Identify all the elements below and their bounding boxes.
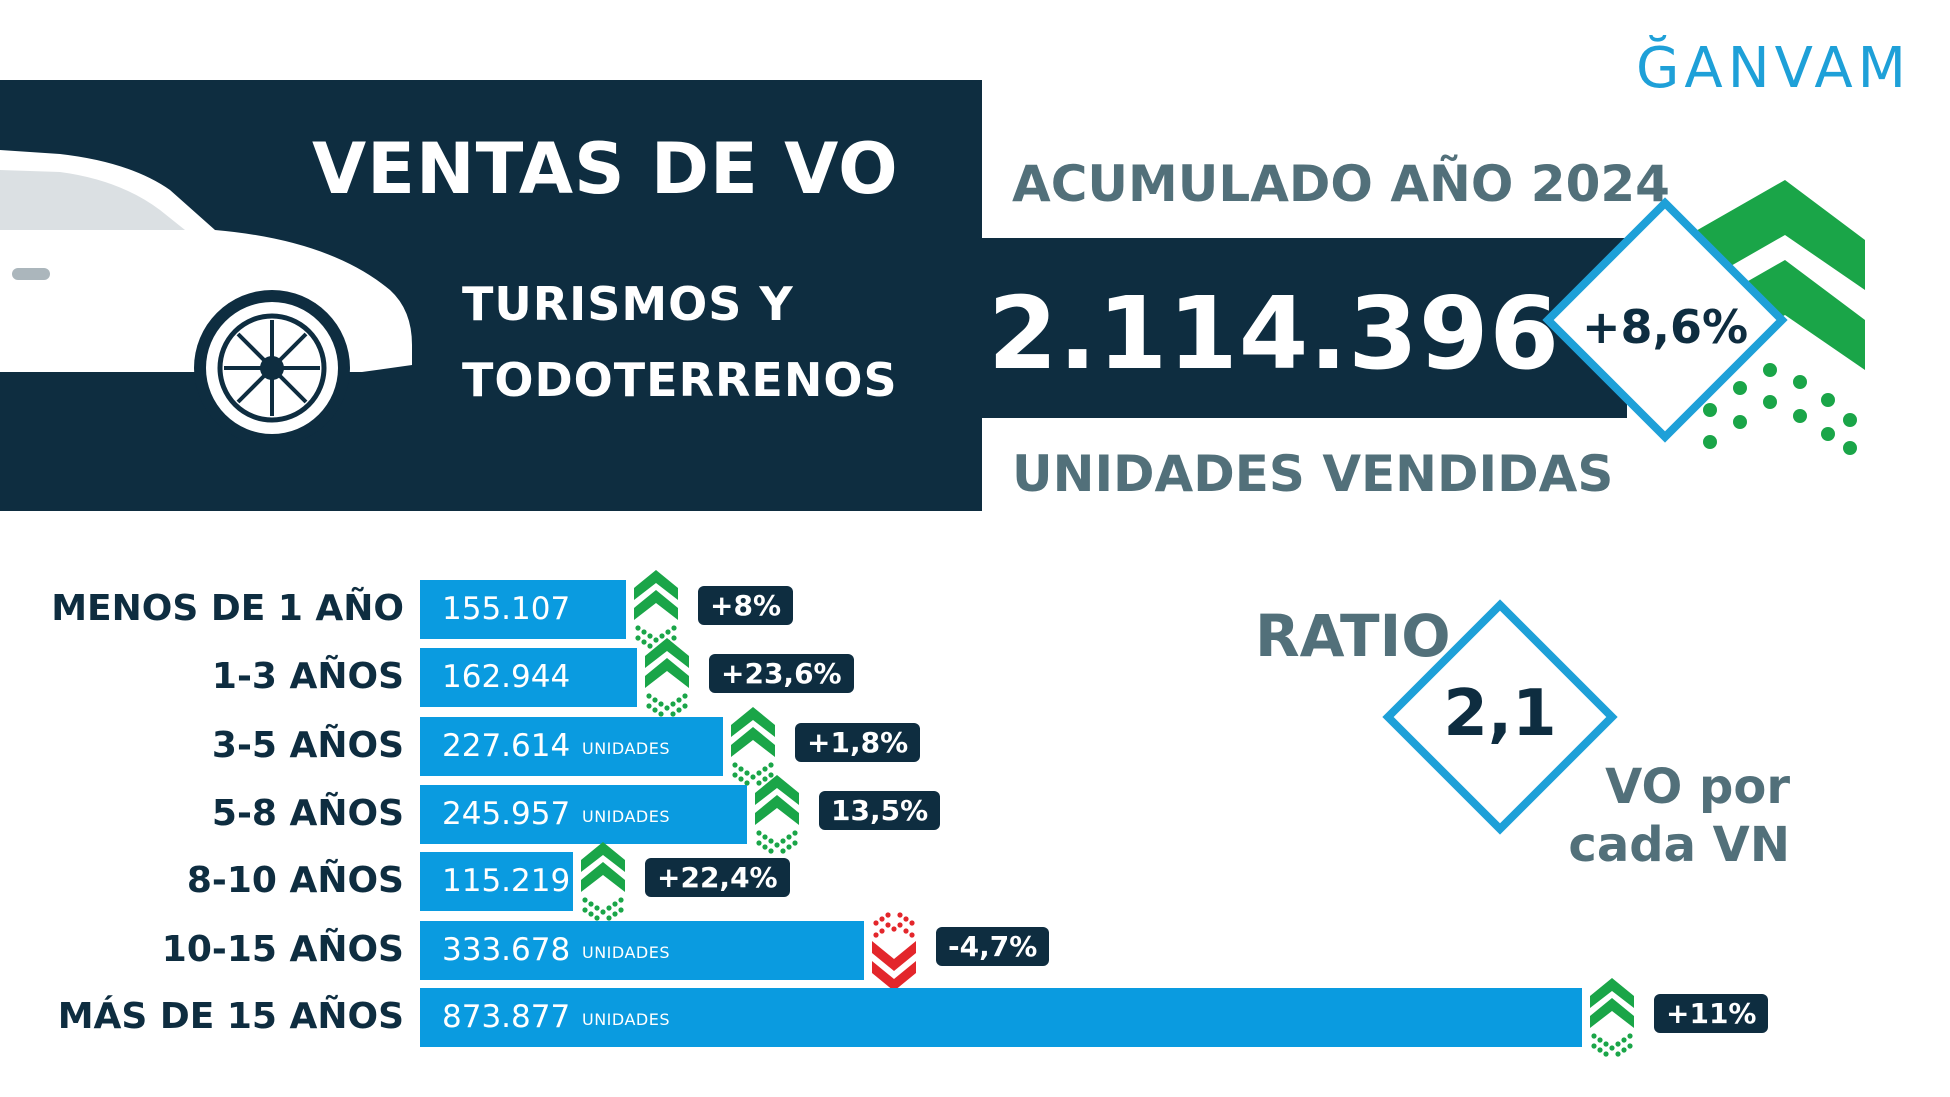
bar — [420, 785, 747, 844]
ratio-caption: VO por cada VN — [1560, 758, 1790, 874]
ganvam-logo: ĞANVAM — [1636, 36, 1911, 101]
bar-value-label: 162.944 — [442, 659, 571, 695]
ratio-diamond — [1382, 599, 1618, 835]
bar-unit-label: UNIDADES — [582, 807, 670, 826]
page-title: VENTAS DE VO — [312, 128, 899, 210]
ratio-value: 2,1 — [1443, 677, 1557, 751]
change-badge: +23,6% — [709, 654, 854, 693]
category-label: 3-5 AÑOS — [211, 725, 404, 766]
trend-up-icon — [581, 842, 625, 922]
bar-unit-label: UNIDADES — [582, 1010, 670, 1029]
trend-up-icon — [645, 638, 689, 718]
category-label: 5-8 AÑOS — [211, 793, 404, 834]
bar — [420, 852, 573, 911]
bar-value-label: 333.678 — [442, 932, 571, 968]
change-badge: +11% — [1654, 994, 1769, 1033]
trend-up-icon — [731, 707, 775, 787]
trend-up-icon — [755, 775, 799, 855]
total-sales-value: 2.114.396 — [988, 275, 1561, 392]
change-badge: 13,5% — [819, 791, 941, 830]
bar-unit-label: UNIDADES — [582, 739, 670, 758]
bar — [420, 580, 626, 639]
period-label: ACUMULADO AÑO 2024 — [1012, 155, 1670, 213]
trend-down-icon — [872, 911, 916, 991]
total-growth-diamond — [1542, 197, 1788, 443]
segment-line-1: TURISMOS Y — [462, 277, 794, 331]
change-badge: -4,7% — [936, 927, 1050, 966]
ratio-label: RATIO — [1255, 602, 1451, 670]
bar — [420, 988, 1582, 1047]
category-label: MÁS DE 15 AÑOS — [57, 996, 404, 1037]
bar-value-label: 227.614 — [442, 728, 571, 764]
bar-value-label: 873.877 — [442, 999, 571, 1035]
bar-value-label: 155.107 — [442, 591, 571, 627]
bar — [420, 921, 864, 980]
category-label: 8-10 AÑOS — [186, 860, 404, 901]
vehicle-segment: TURISMOS Y TODOTERRENOS — [462, 266, 898, 418]
bar-unit-label: UNIDADES — [582, 943, 670, 962]
header-total-band — [982, 238, 1627, 418]
ratio-caption-line-2: cada VN — [1568, 817, 1790, 873]
bar — [420, 648, 637, 707]
car-icon — [0, 150, 412, 440]
bar — [420, 717, 723, 776]
category-label: 10-15 AÑOS — [161, 929, 404, 970]
total-growth-value: +8,6% — [1581, 300, 1749, 354]
change-badge: +1,8% — [795, 723, 921, 762]
ratio-caption-line-1: VO por — [1605, 759, 1790, 815]
category-label: MENOS DE 1 AÑO — [51, 588, 404, 629]
trend-up-icon — [1590, 978, 1634, 1058]
total-sales-label: UNIDADES VENDIDAS — [1012, 445, 1614, 503]
change-badge: +22,4% — [645, 858, 790, 897]
category-label: 1-3 AÑOS — [211, 656, 404, 697]
big-dots-icon — [1703, 363, 1857, 455]
bar-value-label: 115.219 — [442, 863, 571, 899]
bar-value-label: 245.957 — [442, 796, 571, 832]
segment-line-2: TODOTERRENOS — [462, 353, 898, 407]
change-badge: +8% — [698, 586, 793, 625]
